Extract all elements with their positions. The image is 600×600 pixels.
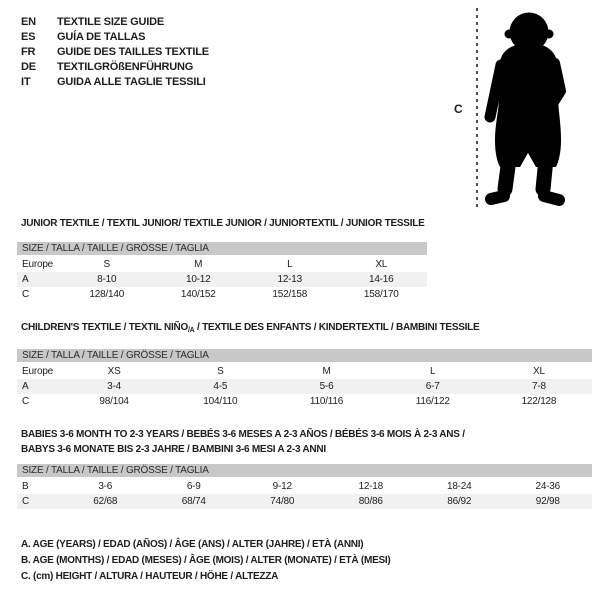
cell-value: 3-6 — [98, 481, 113, 492]
cell-value: 3-4 — [107, 381, 122, 392]
size-header-bar: SIZE / TALLA / TAILLE / GRÖSSE / TAGLIA — [17, 349, 592, 362]
size-label: XL — [532, 366, 545, 377]
height-dotted-line — [476, 8, 478, 210]
size-label: S — [103, 259, 111, 270]
language-row: FR GUIDE DES TAILLES TEXTILE — [21, 45, 209, 60]
language-row: EN TEXTILE SIZE GUIDE — [21, 15, 209, 30]
babies-size-table: SIZE / TALLA / TAILLE / GRÖSSE / TAGLIA … — [17, 464, 592, 509]
region-label: Europe — [22, 259, 54, 270]
cell-value: 110/116 — [309, 396, 344, 407]
language-list: EN TEXTILE SIZE GUIDE ES GUÍA DE TALLAS … — [21, 15, 209, 90]
size-label: S — [217, 366, 224, 377]
cell-value: 92/98 — [535, 496, 560, 507]
measurement-legend: A. AGE (YEARS) / EDAD (AÑOS) / ÂGE (ANS)… — [21, 537, 391, 585]
legend-line-a: A. AGE (YEARS) / EDAD (AÑOS) / ÂGE (ANS)… — [21, 539, 364, 550]
cell-value: 122/128 — [521, 396, 557, 407]
legend-line-c: C. (cm) HEIGHT / ALTURA / HAUTEUR / HÖHE… — [21, 571, 279, 582]
cell-value: 62/68 — [93, 496, 118, 507]
language-code: FR — [21, 46, 36, 58]
children-title-subscript: /A — [187, 327, 195, 334]
cell-value: 10-12 — [185, 274, 211, 285]
size-label: M — [194, 259, 203, 270]
cell-value: 116/122 — [415, 396, 450, 407]
row-label: C — [22, 289, 30, 300]
cell-value: 80/86 — [358, 496, 383, 507]
cell-value: 9-12 — [272, 481, 292, 492]
cell-value: 68/74 — [181, 496, 206, 507]
cell-value: 18-24 — [446, 481, 472, 492]
children-title-prefix: CHILDREN'S TEXTILE / TEXTIL NIÑO — [21, 322, 188, 333]
table-row-height: C 62/68 68/74 74/80 80/86 86/92 92/98 — [17, 494, 592, 509]
row-label: A — [22, 381, 29, 392]
row-label: A — [22, 274, 29, 285]
cell-value: 12-18 — [358, 481, 384, 492]
table-row-age: A 8-10 10-12 12-13 14-16 — [17, 272, 427, 287]
cell-value: 86/92 — [447, 496, 472, 507]
language-code: ES — [21, 31, 36, 43]
size-label: XL — [375, 259, 388, 270]
cell-value: 14-16 — [368, 274, 394, 285]
cell-value: 98/104 — [99, 396, 129, 407]
cell-value: 8-10 — [97, 274, 117, 285]
height-measure-label: C — [454, 102, 463, 116]
junior-section-title: JUNIOR TEXTILE / TEXTIL JUNIOR/ TEXTILE … — [21, 218, 425, 229]
babies-title-line1: BABIES 3-6 MONTH TO 2-3 YEARS / BEBÉS 3-… — [21, 429, 465, 440]
language-label: GUIDA ALLE TAGLIE TESSILI — [57, 76, 206, 88]
children-size-table: SIZE / TALLA / TAILLE / GRÖSSE / TAGLIA … — [17, 349, 592, 409]
cell-value: 6-9 — [186, 481, 201, 492]
table-row-height: C 128/140 140/152 152/158 158/170 — [17, 287, 427, 302]
children-section-title: CHILDREN'S TEXTILE / TEXTIL NIÑO/A / TEX… — [21, 321, 480, 337]
table-row-height: C 98/104 104/110 110/116 116/122 122/128 — [17, 394, 592, 409]
table-row-sizes: Europe XS S M L XL — [17, 364, 592, 379]
cell-value: 74/80 — [270, 496, 295, 507]
language-label: GUÍA DE TALLAS — [57, 31, 146, 43]
language-code: DE — [21, 61, 36, 73]
language-code: EN — [21, 16, 36, 28]
size-label: L — [287, 259, 293, 270]
size-header-bar: SIZE / TALLA / TAILLE / GRÖSSE / TAGLIA — [17, 464, 592, 477]
cell-value: 12-13 — [277, 274, 303, 285]
table-row-age: A 3-4 4-5 5-6 6-7 7-8 — [17, 379, 592, 394]
cell-value: 152/158 — [272, 289, 308, 300]
baby-silhouette-image — [484, 12, 566, 206]
row-label: C — [22, 496, 30, 507]
row-label: C — [22, 396, 30, 407]
row-label: B — [22, 481, 29, 492]
language-label: GUIDE DES TAILLES TEXTILE — [57, 46, 209, 58]
language-row: IT GUIDA ALLE TAGLIE TESSILI — [21, 75, 209, 90]
table-row-sizes: Europe S M L XL — [17, 257, 427, 272]
cell-value: 6-7 — [425, 381, 440, 392]
language-label: TEXTILGRÖßENFÜHRUNG — [57, 61, 194, 73]
language-code: IT — [21, 76, 31, 88]
cell-value: 158/170 — [363, 289, 399, 300]
table-row-age-months: B 3-6 6-9 9-12 12-18 18-24 24-36 — [17, 479, 592, 494]
cell-value: 5-6 — [319, 381, 334, 392]
junior-size-table: SIZE / TALLA / TAILLE / GRÖSSE / TAGLIA … — [17, 242, 427, 302]
children-title-suffix: / TEXTILE DES ENFANTS / KINDERTEXTIL / B… — [194, 322, 480, 333]
cell-value: 104/110 — [203, 396, 238, 407]
language-row: ES GUÍA DE TALLAS — [21, 30, 209, 45]
cell-value: 140/152 — [180, 289, 216, 300]
babies-section-title: BABIES 3-6 MONTH TO 2-3 YEARS / BEBÉS 3-… — [21, 427, 465, 457]
language-row: DE TEXTILGRÖßENFÜHRUNG — [21, 60, 209, 75]
size-label: XS — [107, 366, 121, 377]
cell-value: 128/140 — [89, 289, 125, 300]
babies-title-line2: BABYS 3-6 MONATE BIS 2-3 JAHRE / BAMBINI… — [21, 444, 326, 455]
language-label: TEXTILE SIZE GUIDE — [57, 16, 165, 28]
size-header-bar: SIZE / TALLA / TAILLE / GRÖSSE / TAGLIA — [17, 242, 427, 255]
cell-value: 24-36 — [535, 481, 561, 492]
region-label: Europe — [22, 366, 54, 377]
size-label: M — [322, 366, 331, 377]
cell-value: 4-5 — [213, 381, 228, 392]
legend-line-b: B. AGE (MONTHS) / EDAD (MESES) / ÂGE (MO… — [21, 555, 391, 566]
size-label: L — [430, 366, 436, 377]
cell-value: 7-8 — [531, 381, 546, 392]
